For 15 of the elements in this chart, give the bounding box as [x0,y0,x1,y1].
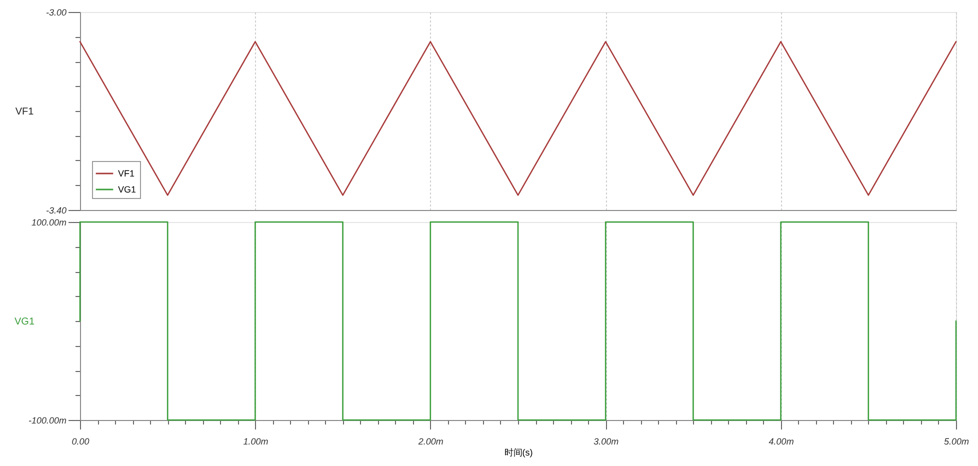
x-tick-label: 5.00m [944,436,970,446]
x-tick-label: 0.00 [72,436,90,446]
y-tick-label: -3.40 [46,206,66,216]
x-tick-label: 2.00m [417,436,444,446]
x-axis-title: 时间(s) [504,448,533,458]
x-tick-label: 3.00m [594,436,620,446]
text: VG1 [118,184,136,194]
text: VG1 [14,316,35,328]
x-tick-label: 1.00m [243,436,269,446]
y-axis-title: VF1 [15,106,34,118]
y-tick-label: -100.00m [28,416,67,426]
x-tick-label: 4.00m [768,436,794,446]
y-tick-label: 100.00m [31,218,67,228]
y-tick-label: -3.00 [46,8,66,18]
legend-label: VF1 [118,168,135,178]
